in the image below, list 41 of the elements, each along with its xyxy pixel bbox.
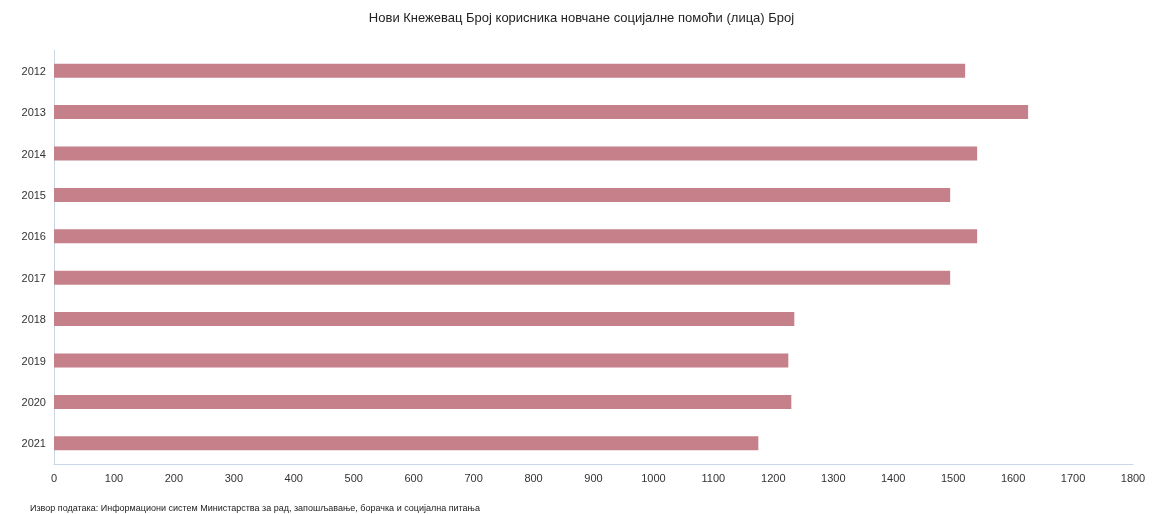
bar (54, 146, 978, 161)
y-tick-label: 2019 (21, 354, 46, 367)
bar (54, 353, 789, 368)
x-tick-label: 600 (404, 471, 423, 484)
y-tick-label: 2021 (21, 437, 46, 450)
y-tick-label: 2013 (21, 106, 46, 119)
y-tick-label: 2017 (21, 271, 46, 284)
bar (54, 105, 1029, 120)
x-tick-label: 1600 (1000, 471, 1026, 484)
x-tick-label: 1800 (1120, 471, 1146, 484)
bar (54, 394, 792, 409)
x-tick-label: 1200 (761, 471, 786, 484)
y-tick-label: 2012 (21, 64, 46, 77)
bar (54, 187, 951, 202)
x-tick-label: 1300 (821, 471, 846, 484)
bar (54, 63, 966, 78)
x-tick-label: 500 (344, 471, 363, 484)
x-tick-label: 1400 (880, 471, 906, 484)
chart-title: Нови Кнежевац Број корисника новчане социјалне помоћи (лица) Број (368, 10, 795, 25)
text: Извор података: Информациони систем Министарства за рад, запошљавање, борачка и социјална питања (30, 502, 480, 513)
y-tick-label: 2014 (21, 147, 46, 160)
bar (54, 229, 978, 244)
y-tick-label: 2016 (21, 230, 46, 243)
x-tick-label: 1100 (701, 471, 726, 484)
y-tick-label: 2018 (21, 313, 46, 326)
x-tick-label: 1000 (641, 471, 666, 484)
y-tick-label: 2015 (21, 188, 46, 201)
x-tick-label: 700 (464, 471, 483, 484)
bar (54, 270, 951, 285)
x-tick-label: 100 (104, 471, 124, 484)
bar (54, 312, 795, 327)
x-tick-label: 0 (50, 471, 58, 484)
x-tick-label: 900 (584, 471, 603, 484)
x-tick-label: 300 (224, 471, 244, 484)
x-tick-label: 200 (164, 471, 184, 484)
x-tick-label: 400 (284, 471, 303, 484)
x-tick-label: 1500 (940, 471, 966, 484)
x-tick-label: 1700 (1060, 471, 1086, 484)
y-tick-label: 2020 (21, 395, 46, 408)
x-tick-label: 800 (524, 471, 543, 484)
bar (54, 436, 759, 451)
